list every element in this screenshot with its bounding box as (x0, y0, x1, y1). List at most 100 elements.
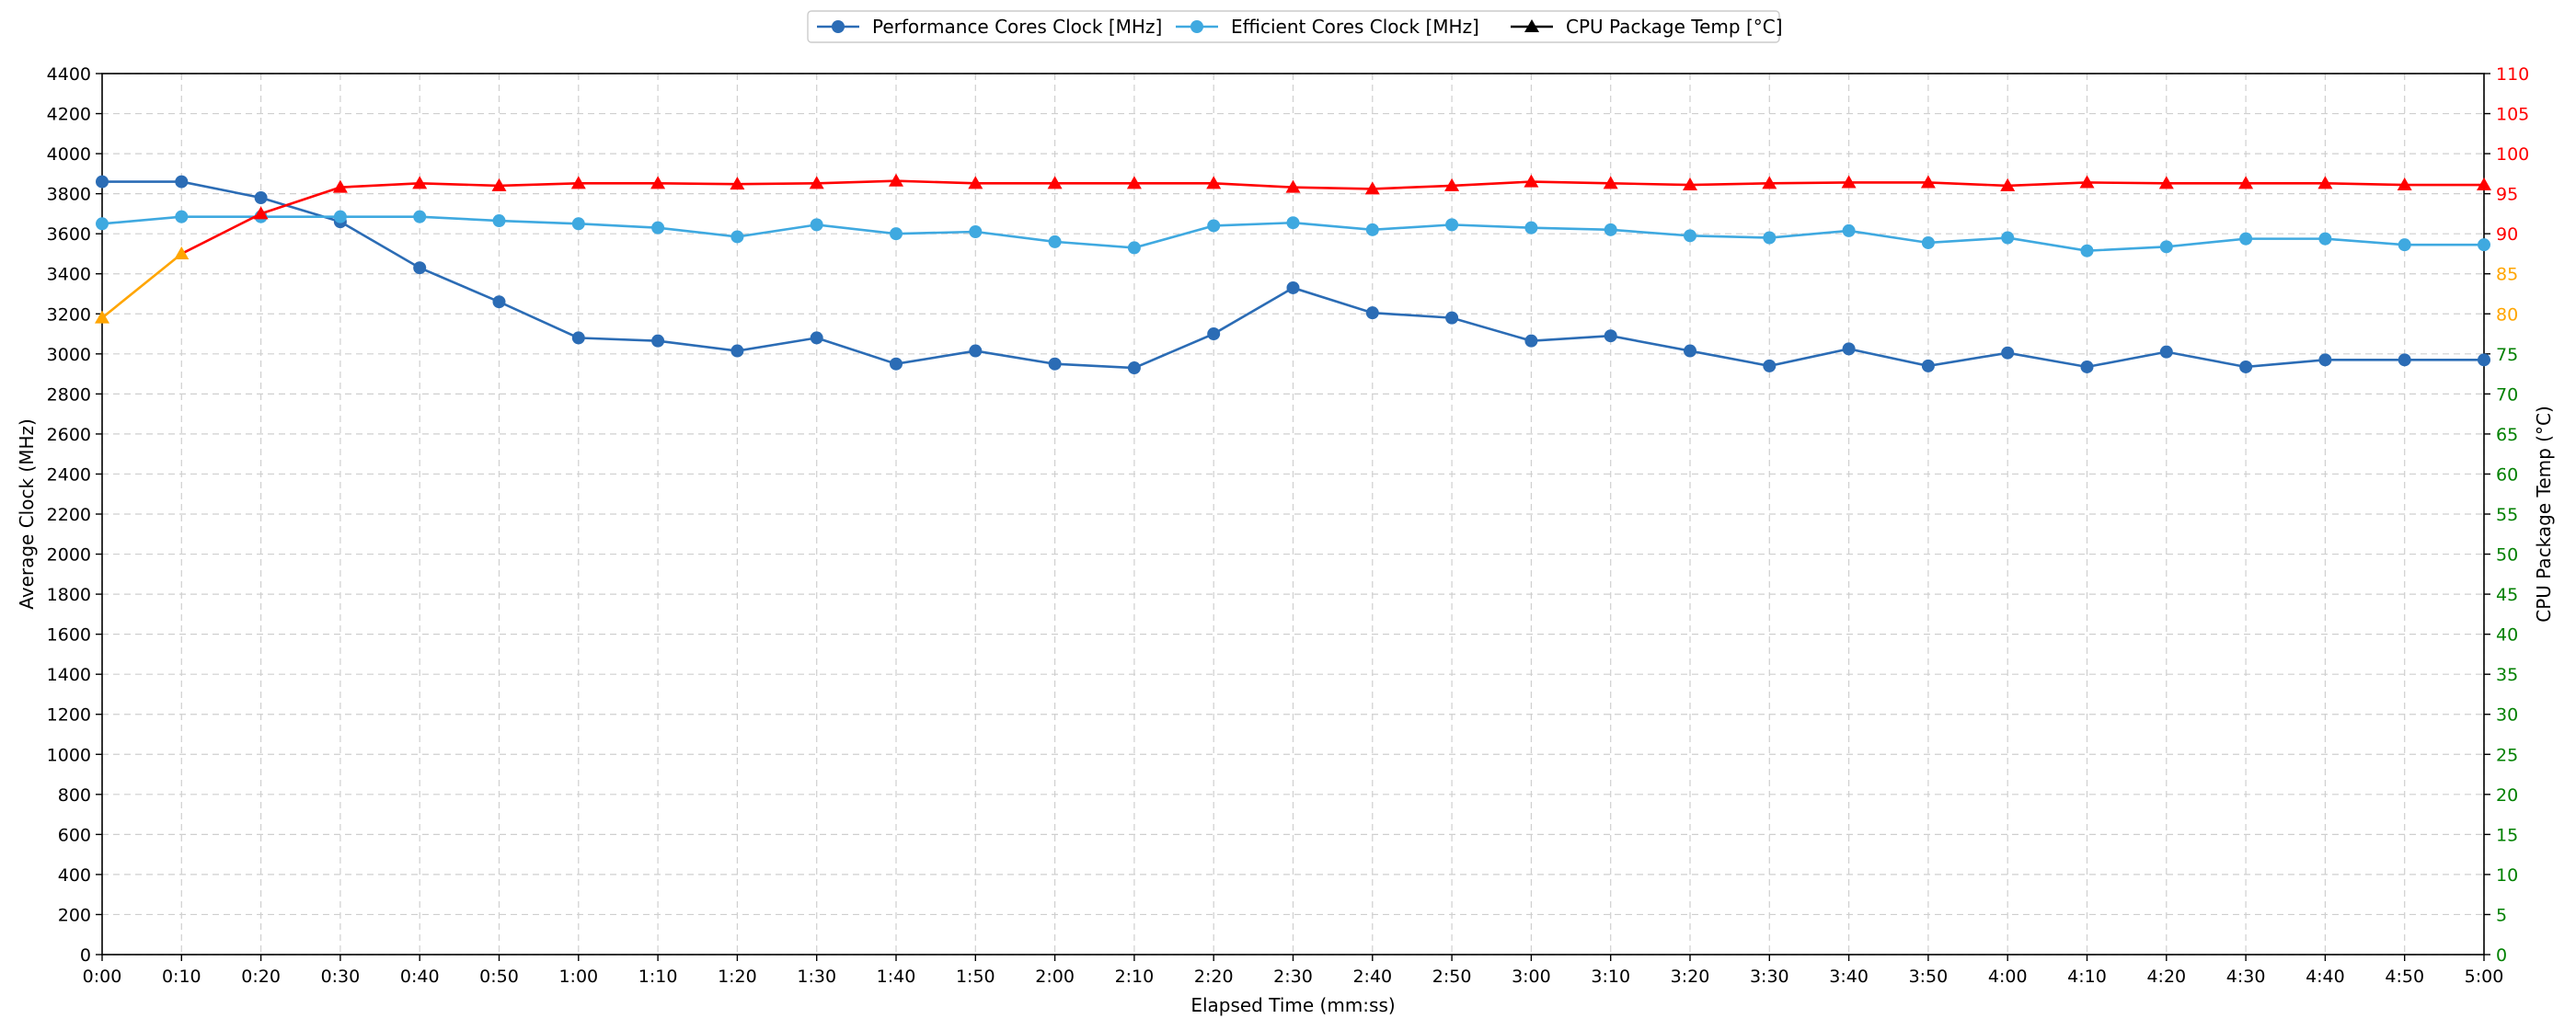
data-point (253, 206, 269, 220)
data-point (2398, 353, 2411, 367)
data-point (175, 210, 189, 223)
x-tick-label: 2:10 (1115, 967, 1155, 987)
y-tick-label: 2400 (47, 464, 91, 485)
data-point (1207, 219, 1221, 233)
data-point (2477, 177, 2491, 191)
y-tick-label: 2000 (47, 545, 91, 566)
y2-tick-label: 15 (2496, 825, 2518, 845)
y-tick-label: 1400 (47, 665, 91, 685)
series-segment (420, 182, 500, 188)
series-segment (180, 212, 262, 256)
series-segment (260, 186, 341, 215)
data-point (1920, 175, 1936, 189)
x-tick-label: 3:20 (1671, 967, 1710, 987)
data-point (969, 225, 983, 239)
series-segment (1372, 184, 1453, 190)
y2-tick-label: 50 (2496, 545, 2518, 566)
data-point (95, 310, 109, 324)
y-tick-label: 200 (58, 905, 91, 925)
data-point (570, 176, 586, 189)
data-point (1048, 235, 1062, 248)
x-tick-label: 4:10 (2067, 967, 2107, 987)
data-point (174, 246, 190, 259)
grid (101, 73, 2485, 956)
data-point (1445, 311, 1459, 325)
data-point (1127, 361, 1141, 375)
legend-marker (832, 20, 845, 33)
data-point (1921, 359, 1935, 372)
legend-label: Efficient Cores Clock [MHz] (1231, 16, 1479, 38)
y-tick-label: 2200 (47, 505, 91, 525)
y2-tick-label: 95 (2496, 185, 2518, 205)
data-point (1763, 231, 1777, 245)
data-point (1444, 177, 1460, 191)
data-point (1762, 176, 1777, 189)
data-point (1364, 181, 1380, 195)
series-segment (2007, 181, 2087, 188)
data-point (1286, 216, 1300, 230)
data-point (96, 175, 109, 189)
legend-item: CPU Package Temp [°C] (1511, 16, 1783, 38)
series-segment (737, 182, 817, 186)
x-tick-label: 5:00 (2465, 967, 2504, 987)
x-tick-label: 3:10 (1591, 967, 1630, 987)
data-point (730, 230, 744, 244)
axes: 0:00 0:10 0:20 0:30 0:40 0:50 1:00 1:10 1:20 1:30… (47, 64, 2530, 987)
y2-tick-label: 70 (2496, 384, 2518, 405)
data-point (1921, 235, 1935, 249)
data-point (890, 227, 903, 241)
x-tick-label: 2:50 (1432, 967, 1472, 987)
data-point (2000, 177, 2016, 191)
x-tick-label: 4:30 (2226, 967, 2266, 987)
x-tick-label: 1:00 (558, 967, 598, 987)
y-tick-label: 800 (58, 785, 91, 806)
legend-marker (1190, 20, 1203, 33)
x-tick-label: 2:00 (1035, 967, 1075, 987)
data-point (175, 175, 189, 189)
y-tick-label: 1600 (47, 625, 91, 646)
y2-tick-label: 0 (2496, 945, 2507, 966)
series-segment (1293, 186, 1373, 190)
x-tick-label: 3:00 (1512, 967, 1551, 987)
y-tick-label: 4200 (47, 105, 91, 125)
data-point (1206, 176, 1222, 189)
series-segment (1452, 180, 1532, 188)
y-tick-label: 400 (58, 865, 91, 886)
data-point (1684, 344, 1696, 358)
series-segment (1769, 181, 1849, 185)
y2-tick-label: 105 (2496, 105, 2529, 125)
y-axis-title: Average Clock (MHz) (16, 418, 38, 610)
y2-tick-label: 60 (2496, 464, 2518, 485)
y-tick-label: 4000 (47, 144, 91, 165)
x-tick-label: 1:50 (956, 967, 995, 987)
data-point (2238, 176, 2254, 189)
data-point (1048, 357, 1062, 371)
y2-tick-label: 25 (2496, 745, 2518, 765)
x-tick-label: 1:10 (638, 967, 678, 987)
x-tick-label: 3:40 (1829, 967, 1869, 987)
data-point (730, 177, 745, 190)
series-segment (339, 182, 420, 189)
y2-tick-label: 80 (2496, 304, 2518, 325)
data-point (2159, 240, 2173, 254)
data-point (2478, 238, 2490, 252)
data-point (1604, 329, 1617, 343)
y2-tick-label: 10 (2496, 865, 2518, 886)
y-tick-label: 4400 (47, 64, 91, 85)
legend-item: Efficient Cores Clock [MHz] (1176, 16, 1479, 38)
x-tick-label: 1:30 (797, 967, 836, 987)
y2-tick-label: 45 (2496, 585, 2518, 605)
y2-tick-label: 85 (2496, 265, 2518, 285)
data-point (969, 344, 983, 358)
data-point (810, 218, 823, 232)
data-point (889, 173, 903, 187)
series-segment (2325, 182, 2405, 187)
data-point (1763, 359, 1777, 372)
series-segment (1531, 180, 1611, 185)
series-segment (101, 252, 183, 319)
data-point (2001, 346, 2015, 360)
y-tick-label: 0 (80, 945, 91, 966)
data-point (254, 190, 268, 204)
